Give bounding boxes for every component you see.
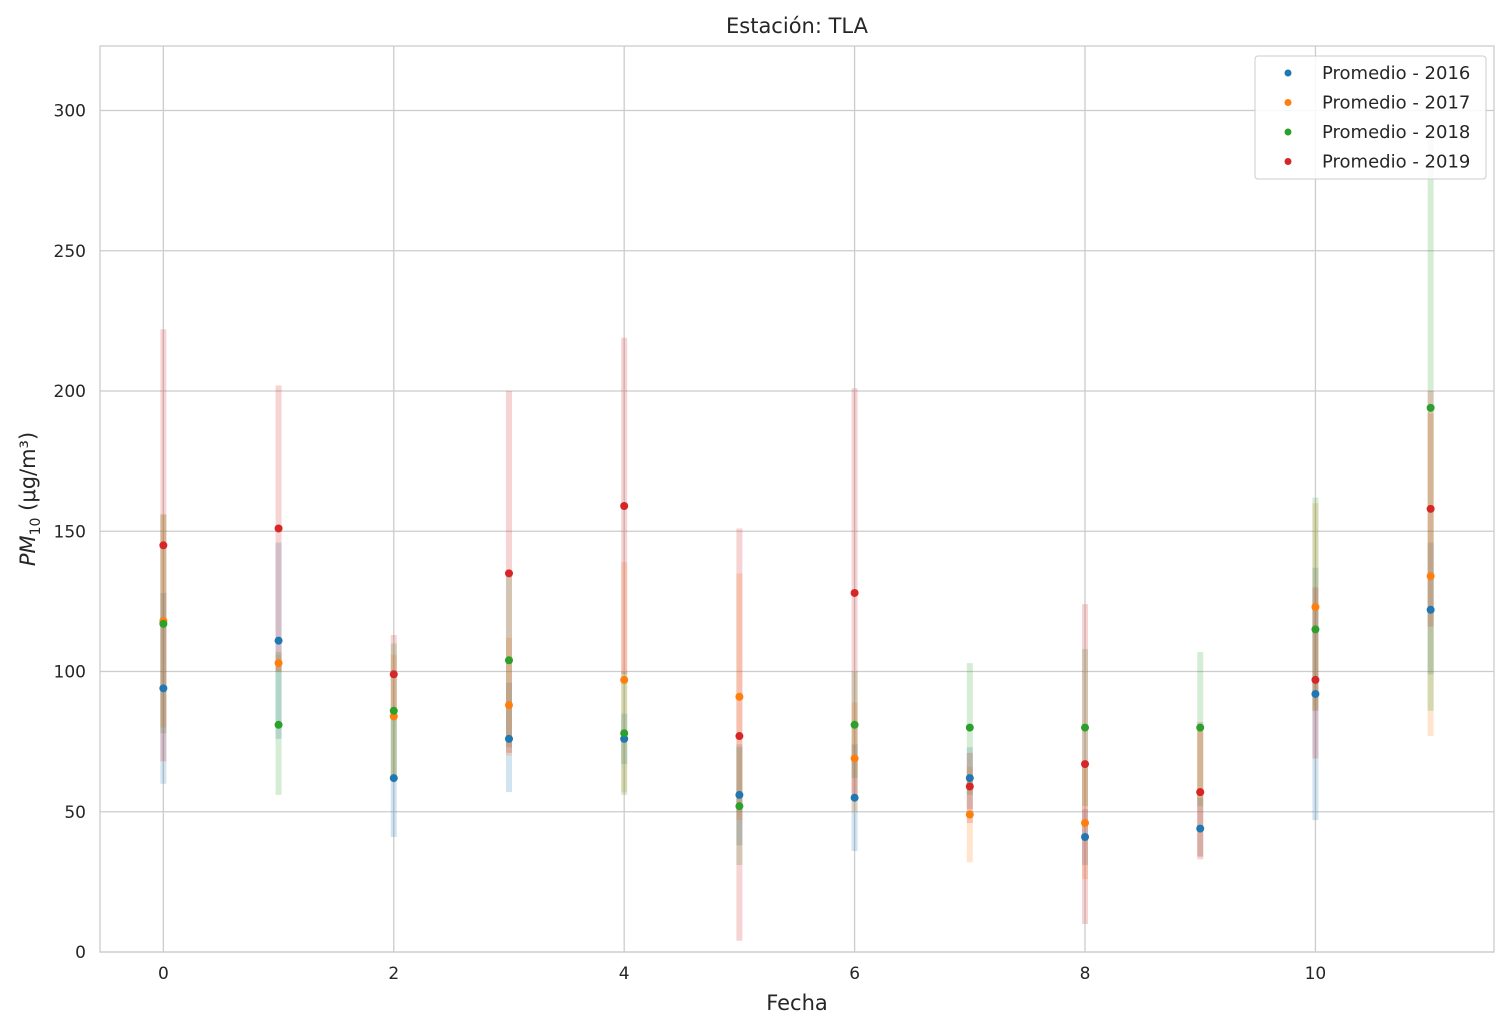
data-point <box>389 774 398 783</box>
data-point <box>965 774 974 783</box>
y-tick-label: 100 <box>54 663 86 683</box>
data-point <box>1196 788 1205 797</box>
data-point <box>1426 605 1435 614</box>
data-point <box>850 793 859 802</box>
data-point <box>274 636 283 645</box>
y-axis-title-units: (μg/m³) <box>16 432 40 518</box>
data-point <box>389 712 398 721</box>
data-point <box>965 810 974 819</box>
data-point <box>504 656 513 665</box>
y-tick-label: 0 <box>75 943 86 963</box>
y-tick-label: 150 <box>54 522 86 542</box>
data-point <box>1081 760 1090 769</box>
data-points <box>159 403 1435 841</box>
y-tick-label: 250 <box>54 242 86 262</box>
data-point <box>1081 818 1090 827</box>
data-point <box>1081 723 1090 732</box>
data-point <box>735 732 744 741</box>
x-axis-title: Fecha <box>766 991 828 1015</box>
plot-background <box>100 46 1494 952</box>
data-point <box>159 619 168 628</box>
data-point <box>620 734 629 743</box>
data-point <box>735 802 744 811</box>
y-axis-title: PM10 (μg/m³) <box>16 432 44 566</box>
x-tick-label: 4 <box>619 964 630 984</box>
data-point <box>850 754 859 763</box>
y-tick-label: 50 <box>64 803 86 823</box>
data-point <box>850 720 859 729</box>
data-point <box>159 684 168 693</box>
data-point <box>274 659 283 668</box>
x-tick-label: 0 <box>158 964 169 984</box>
x-axis-ticks: 0 2 4 6 8 10 <box>158 964 1326 984</box>
y-axis-ticks: 0 50 100 150 200 250 300 <box>54 102 86 963</box>
data-point <box>389 670 398 679</box>
data-point <box>504 701 513 710</box>
chart-title: Estación: TLA <box>726 14 869 38</box>
x-tick-label: 2 <box>388 964 399 984</box>
data-point <box>620 675 629 684</box>
y-axis-title-main: PM <box>16 535 40 566</box>
data-point <box>965 782 974 791</box>
legend-marker <box>1284 128 1292 136</box>
data-point <box>1426 504 1435 513</box>
data-point <box>850 588 859 597</box>
x-tick-label: 8 <box>1080 964 1091 984</box>
y-tick-label: 300 <box>54 102 86 122</box>
data-point <box>1196 824 1205 833</box>
legend: Promedio - 2016 Promedio - 2017 Promedio -… <box>1254 55 1487 180</box>
data-point <box>159 541 168 550</box>
data-point <box>1311 675 1320 684</box>
legend-marker <box>1284 158 1292 165</box>
y-tick-label: 200 <box>54 382 86 402</box>
data-point <box>1311 625 1320 634</box>
data-point <box>274 524 283 533</box>
x-tick-label: 10 <box>1305 964 1327 984</box>
data-point <box>504 569 513 578</box>
x-tick-label: 6 <box>849 964 860 984</box>
data-point <box>735 790 744 799</box>
legend-box <box>1254 55 1487 180</box>
legend-label: Promedio - 2017 <box>1322 93 1470 114</box>
legend-items: Promedio - 2016 Promedio - 2017 Promedio -… <box>1284 63 1470 173</box>
legend-marker <box>1284 69 1292 77</box>
legend-marker <box>1284 99 1292 106</box>
y-axis-title-sub: 10 <box>28 518 44 536</box>
data-point <box>1311 689 1320 698</box>
plot-frame <box>99 45 1495 953</box>
data-point <box>620 729 629 738</box>
data-point <box>389 706 398 715</box>
data-point <box>1081 832 1090 841</box>
data-point <box>1311 602 1320 611</box>
data-point <box>620 502 629 511</box>
data-point <box>504 734 513 743</box>
data-point <box>965 723 974 732</box>
data-point <box>1426 403 1435 412</box>
data-point <box>735 692 744 701</box>
legend-label: Promedio - 2016 <box>1322 63 1470 84</box>
data-point <box>1426 572 1435 581</box>
legend-label: Promedio - 2019 <box>1322 152 1470 173</box>
data-point <box>274 720 283 729</box>
legend-label: Promedio - 2018 <box>1322 122 1470 143</box>
data-point <box>1196 723 1205 732</box>
